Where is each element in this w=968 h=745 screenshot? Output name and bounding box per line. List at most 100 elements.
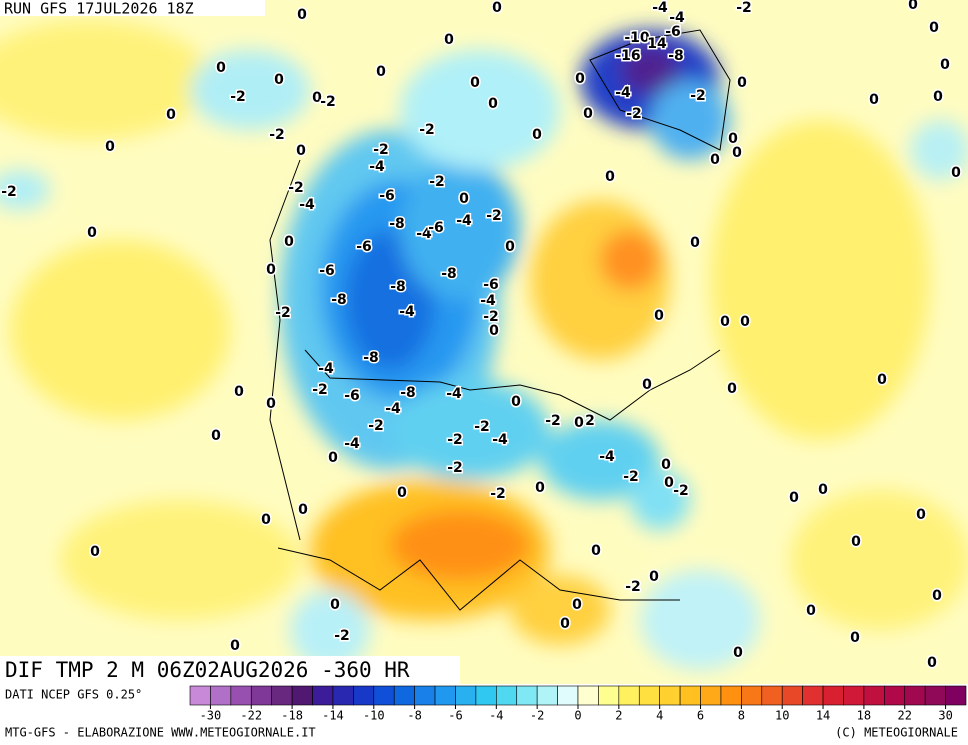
contour-label: -2 bbox=[545, 413, 561, 429]
contour-label: 0 bbox=[932, 588, 942, 604]
colorbar-swatch bbox=[373, 685, 395, 706]
contour-label: -2 bbox=[269, 127, 285, 143]
contour-label: 0 bbox=[535, 480, 545, 496]
contour-label: 0 bbox=[330, 597, 340, 613]
contour-label: 2 bbox=[585, 413, 595, 429]
contour-label: 0 bbox=[649, 569, 659, 585]
colorbar-swatch bbox=[843, 685, 865, 706]
contour-label: 0 bbox=[654, 308, 664, 324]
contour-label: 0 bbox=[869, 92, 879, 108]
contour-label: 0 bbox=[851, 534, 861, 550]
colorbar-swatch bbox=[679, 685, 701, 706]
contour-label: -4 bbox=[385, 401, 401, 417]
contour-label: 0 bbox=[583, 106, 593, 122]
contour-label: 0 bbox=[105, 139, 115, 155]
colorbar-tick-label: -10 bbox=[363, 709, 385, 723]
colorbar-swatch bbox=[741, 685, 763, 706]
contour-label: -6 bbox=[356, 239, 372, 255]
contour-label: 0 bbox=[328, 450, 338, 466]
contour-label: -8 bbox=[389, 216, 405, 232]
contour-label: -2 bbox=[623, 469, 639, 485]
colorbar-tick-label: 4 bbox=[656, 709, 663, 723]
contour-label: -2 bbox=[230, 89, 246, 105]
source-label: DATI NCEP GFS 0.25° bbox=[5, 688, 142, 702]
colorbar-swatch bbox=[618, 685, 640, 706]
contour-label: 0 bbox=[737, 75, 747, 91]
contour-label: -2 bbox=[690, 88, 706, 104]
contour-label: 0 bbox=[90, 544, 100, 560]
contour-label: -4 bbox=[318, 361, 334, 377]
colorbar-swatch bbox=[414, 685, 436, 706]
contour-label: 0 bbox=[511, 394, 521, 410]
contour-label: 0 bbox=[211, 428, 221, 444]
colorbar-swatch bbox=[802, 685, 824, 706]
colorbar-tick-label: -6 bbox=[448, 709, 462, 723]
colorbar-swatch bbox=[189, 685, 211, 706]
colorbar-swatch bbox=[332, 685, 354, 706]
contour-label: -6 bbox=[319, 263, 335, 279]
contour-label: 0 bbox=[312, 90, 322, 106]
contour-label: -8 bbox=[400, 385, 416, 401]
contour-label: 0 bbox=[850, 630, 860, 646]
contour-label: 0 bbox=[560, 616, 570, 632]
colorbar-swatch bbox=[638, 685, 660, 706]
contour-label: 0 bbox=[274, 72, 284, 88]
contour-label: 0 bbox=[87, 225, 97, 241]
contour-label: 0 bbox=[459, 191, 469, 207]
colorbar-swatch bbox=[822, 685, 844, 706]
contour-label: -10 bbox=[624, 30, 650, 46]
contour-label: -2 bbox=[736, 0, 752, 16]
contour-label: -4 bbox=[480, 293, 496, 309]
colorbar: -30 -22 -18 -14 -10 -8 -6 -4 -2 0 2 4 6 8 10 14 18 22 30 bbox=[189, 685, 967, 723]
colorbar-tick-label: 22 bbox=[898, 709, 912, 723]
contour-label: -4 bbox=[416, 226, 432, 242]
contour-label: 0 bbox=[732, 145, 742, 161]
contour-label: 0 bbox=[575, 71, 585, 87]
run-title: RUN GFS 17JUL2026 18Z bbox=[4, 0, 194, 18]
contour-label: -2 bbox=[486, 208, 502, 224]
contour-label: -4 bbox=[399, 304, 415, 320]
contour-label: 0 bbox=[690, 235, 700, 251]
contour-label: -4 bbox=[299, 197, 315, 213]
contour-label: 0 bbox=[488, 96, 498, 112]
contour-label: -6 bbox=[483, 277, 499, 293]
contour-label: 0 bbox=[591, 543, 601, 559]
colorbar-swatch bbox=[393, 685, 415, 706]
colorbar-tick-label: 8 bbox=[738, 709, 745, 723]
colorbar-swatch bbox=[455, 685, 477, 706]
colorbar-swatch bbox=[720, 685, 742, 706]
colorbar-tick-label: 14 bbox=[816, 709, 830, 723]
contour-label: 0 bbox=[940, 57, 950, 73]
contour-label: 0 bbox=[740, 314, 750, 330]
colorbar-tick-label: 2 bbox=[615, 709, 622, 723]
contour-label: 0 bbox=[296, 143, 306, 159]
contour-label: -2 bbox=[474, 419, 490, 435]
contour-label: -4 bbox=[369, 159, 385, 175]
colorbar-swatch bbox=[924, 685, 946, 706]
colorbar-tick-label: -8 bbox=[407, 709, 421, 723]
contour-label: 0 bbox=[664, 475, 674, 491]
colorbar-swatch bbox=[434, 685, 456, 706]
colorbar-swatch bbox=[271, 685, 293, 706]
colorbar-swatch bbox=[250, 685, 272, 706]
contour-label: 0 bbox=[266, 396, 276, 412]
contour-label: -8 bbox=[363, 350, 379, 366]
contour-label: 0 bbox=[877, 372, 887, 388]
contour-label: 14 bbox=[647, 36, 667, 52]
contour-label: 0 bbox=[166, 107, 176, 123]
contour-label: 0 bbox=[951, 165, 961, 181]
contour-label: -6 bbox=[379, 188, 395, 204]
colorbar-swatch bbox=[516, 685, 538, 706]
contour-label: -4 bbox=[492, 432, 508, 448]
contour-label: 0 bbox=[489, 323, 499, 339]
contour-label: -2 bbox=[275, 305, 291, 321]
colorbar-tick-label: -14 bbox=[322, 709, 344, 723]
contour-label: -8 bbox=[390, 279, 406, 295]
contour-label: -2 bbox=[334, 628, 350, 644]
contour-label: -8 bbox=[441, 266, 457, 282]
contour-label: 0 bbox=[733, 645, 743, 661]
contour-label: -4 bbox=[344, 436, 360, 452]
contour-label: 0 bbox=[470, 75, 480, 91]
contour-label: -4 bbox=[456, 213, 472, 229]
colorbar-swatch bbox=[475, 685, 497, 706]
